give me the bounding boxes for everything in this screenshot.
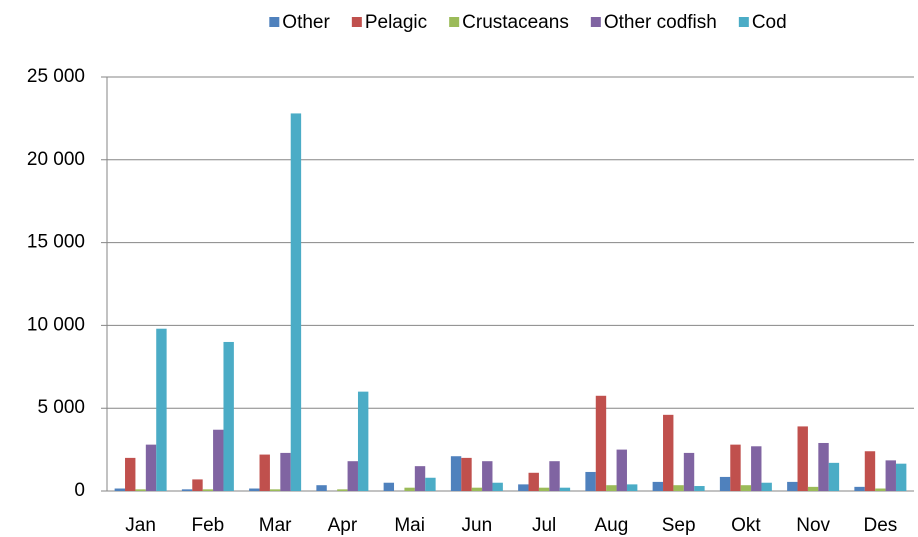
y-tick-label: 25 000: [27, 66, 85, 87]
bar: [730, 444, 741, 491]
x-tick-label: Mai: [394, 515, 425, 536]
y-tick-label: 15 000: [27, 232, 85, 253]
bar: [740, 485, 752, 491]
legend-swatch: [449, 17, 460, 27]
x-tick-label: Feb: [192, 515, 225, 536]
y-tick-label: 20 000: [27, 149, 85, 170]
x-tick-label: Jan: [125, 515, 156, 536]
bar: [223, 341, 234, 491]
bar: [626, 484, 638, 491]
bar: [461, 457, 472, 491]
legend-label: Crustaceans: [462, 12, 569, 33]
bar: [652, 481, 664, 491]
bar: [528, 472, 539, 491]
bar: [694, 486, 705, 491]
x-tick-label: Sep: [662, 515, 696, 536]
bar: [492, 482, 503, 491]
bar: [145, 444, 157, 491]
legend-swatch: [351, 17, 362, 27]
bar: [518, 484, 529, 491]
bar: [383, 482, 395, 491]
bar: [249, 488, 260, 491]
bar: [616, 449, 627, 491]
bar: [316, 485, 327, 491]
bar: [290, 113, 302, 491]
bar: [471, 487, 483, 491]
bar: [156, 328, 167, 491]
bar: [259, 454, 270, 491]
bar: [807, 486, 819, 491]
bar: [414, 466, 426, 491]
bar: [482, 461, 493, 491]
legend-swatch: [590, 17, 601, 27]
bar: [192, 479, 203, 491]
x-tick-label: Apr: [328, 515, 358, 536]
x-tick-label: Jun: [462, 515, 493, 536]
x-tick-label: Nov: [796, 515, 830, 536]
x-tick-label: Okt: [731, 515, 761, 536]
bar: [595, 395, 607, 491]
bar: [606, 485, 617, 491]
bar: [202, 489, 214, 491]
bar: [797, 426, 808, 491]
bar: [347, 461, 358, 491]
bar: [213, 429, 224, 491]
legend-label: Pelagic: [365, 12, 427, 33]
bar: [673, 485, 684, 491]
bar: [357, 391, 369, 491]
bar: [864, 451, 876, 491]
bar: [181, 489, 193, 491]
bar: [818, 442, 829, 491]
bar: [875, 488, 886, 491]
legend-label: Other codfish: [604, 12, 717, 33]
x-tick-label: Aug: [594, 515, 628, 536]
bar: [885, 460, 896, 491]
x-tick-label: Des: [863, 515, 897, 536]
bar: [761, 482, 772, 491]
bar: [114, 488, 126, 491]
bar: [895, 463, 907, 491]
y-tick-label: 10 000: [27, 314, 85, 335]
bar: [585, 471, 596, 491]
bar: [450, 456, 462, 491]
x-tick-label: Mar: [259, 515, 292, 536]
bar: [280, 452, 291, 491]
bar: [269, 489, 281, 491]
bar: [135, 489, 146, 491]
bar: [549, 461, 560, 491]
bar: [425, 477, 436, 491]
y-tick-label: 5 000: [37, 397, 85, 418]
legend-label: Cod: [752, 12, 787, 33]
bar: [538, 487, 550, 491]
x-tick-label: Jul: [532, 515, 556, 536]
bar: [683, 452, 695, 491]
bar: [559, 487, 571, 491]
bar: [663, 414, 674, 491]
legend-swatch: [269, 17, 280, 27]
legend-swatch: [738, 17, 749, 27]
bar: [854, 486, 865, 491]
bar: [751, 446, 762, 491]
bar: [787, 481, 798, 491]
bar: [125, 457, 136, 491]
bar: [719, 476, 731, 491]
bar: [337, 489, 348, 491]
legend-label: Other: [282, 12, 330, 33]
y-tick-label: 0: [74, 480, 85, 501]
bar: [828, 462, 840, 491]
bar: [404, 487, 415, 491]
